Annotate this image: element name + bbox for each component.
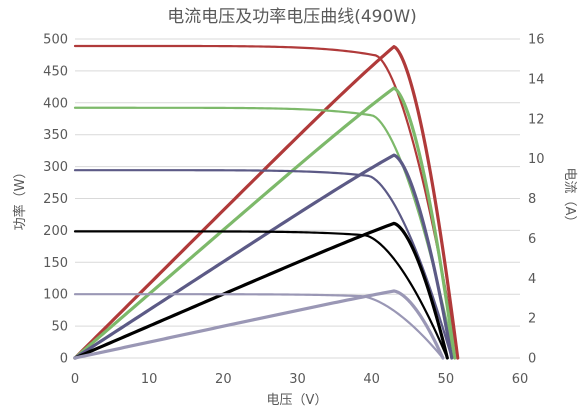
x-axis-ticks: 0 10 20 30 40 50 60	[71, 372, 528, 387]
right-tick-label: 0	[528, 352, 536, 367]
current-curve-3	[73, 169, 453, 360]
left-tick-label: 500	[43, 33, 68, 48]
current-curve-2	[73, 106, 456, 360]
right-tick-label: 14	[528, 72, 545, 87]
left-tick-label: 400	[43, 96, 68, 111]
power-curve-2	[73, 86, 457, 360]
x-tick-label: 60	[512, 372, 529, 387]
right-axis-label: 电流（A）	[562, 168, 577, 229]
power-curve-4	[73, 221, 449, 360]
left-tick-label: 150	[43, 256, 68, 271]
x-tick-label: 10	[141, 372, 158, 387]
left-tick-label: 250	[43, 192, 68, 207]
x-tick-label: 30	[289, 372, 306, 387]
power-curve-3	[73, 153, 454, 360]
power-curve-5	[73, 289, 445, 360]
left-axis-ticks: 0 50 100 150 200 250 300 350 400 450 500	[43, 33, 68, 367]
x-tick-label: 40	[363, 372, 380, 387]
right-tick-label: 4	[528, 272, 536, 287]
chart-title: 电流电压及功率电压曲线(490W)	[167, 7, 417, 27]
x-tick-label: 0	[71, 372, 79, 387]
left-tick-label: 350	[43, 128, 68, 143]
current-curve-5	[73, 293, 444, 360]
left-tick-label: 450	[43, 64, 68, 79]
right-tick-label: 8	[528, 192, 536, 207]
right-tick-label: 2	[528, 312, 536, 327]
left-tick-label: 50	[51, 320, 68, 335]
power-curve-1	[73, 45, 460, 360]
left-axis-label: 功率（W）	[12, 166, 28, 231]
left-tick-label: 100	[43, 288, 68, 303]
curves	[73, 44, 460, 360]
x-tick-label: 50	[438, 372, 455, 387]
right-tick-label: 16	[528, 33, 545, 48]
right-tick-label: 6	[528, 232, 536, 247]
left-tick-label: 200	[43, 224, 68, 239]
right-tick-label: 10	[528, 152, 545, 167]
x-tick-label: 20	[215, 372, 232, 387]
left-tick-label: 0	[60, 352, 68, 367]
x-axis-label: 电压（V）	[267, 393, 328, 408]
right-tick-label: 12	[528, 112, 545, 127]
current-curve-4	[73, 230, 449, 360]
left-tick-label: 300	[43, 160, 68, 175]
right-axis-ticks: 0 2 4 6 8 10 12 14 16	[528, 33, 545, 367]
current-curve-1	[73, 44, 459, 360]
